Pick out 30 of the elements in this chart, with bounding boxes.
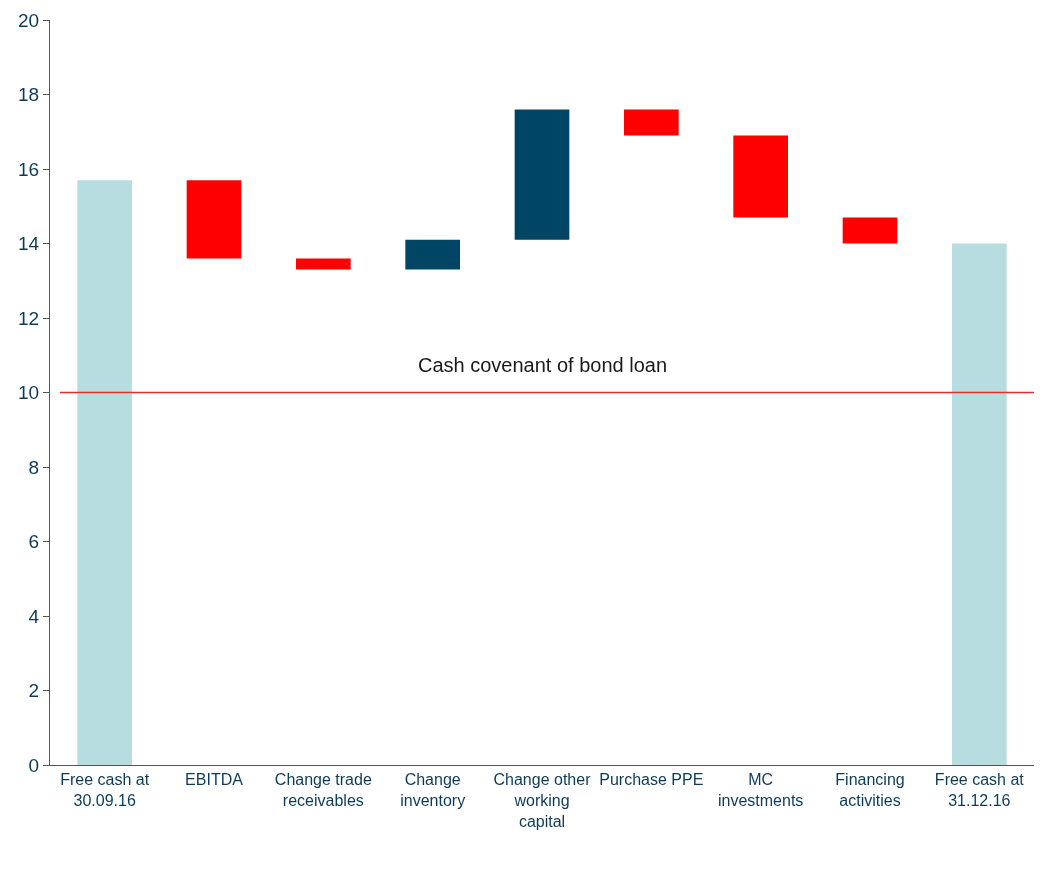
x-tick-label: MC investments bbox=[717, 771, 804, 809]
bar bbox=[842, 217, 898, 244]
x-tick-label: Free cash at 30.09.16 bbox=[60, 771, 150, 809]
x-tick-label: Change trade receivables bbox=[274, 771, 372, 809]
x-tick-label: EBITDA bbox=[185, 771, 244, 789]
y-tick-label: 8 bbox=[28, 456, 40, 478]
x-tick-label: Change inventory bbox=[400, 771, 466, 809]
y-tick-label: 0 bbox=[28, 754, 40, 776]
ref-line-label: Cash covenant of bond loan bbox=[418, 354, 668, 376]
bar bbox=[405, 239, 460, 270]
y-tick-label: 14 bbox=[18, 233, 40, 255]
y-tick-label: 2 bbox=[28, 680, 40, 702]
y-tick-label: 10 bbox=[18, 382, 40, 404]
y-tick-label: 18 bbox=[18, 84, 40, 106]
bar bbox=[624, 109, 679, 136]
y-tick-label: 16 bbox=[18, 158, 40, 180]
y-tick-label: 6 bbox=[28, 531, 40, 553]
bar bbox=[514, 109, 570, 240]
x-tick-label: Change other working capital bbox=[493, 771, 592, 830]
bar bbox=[952, 243, 1007, 765]
x-tick-label: Free cash at 31.12.16 bbox=[934, 771, 1025, 809]
x-tick-label: Purchase PPE bbox=[599, 771, 704, 789]
bar bbox=[296, 258, 351, 270]
bar bbox=[186, 180, 242, 259]
x-tick-label: Financing activities bbox=[835, 771, 905, 809]
bar bbox=[77, 180, 132, 765]
bar bbox=[733, 135, 788, 218]
y-tick-label: 12 bbox=[18, 307, 40, 329]
y-tick-label: 20 bbox=[18, 9, 40, 31]
y-tick-label: 4 bbox=[28, 605, 40, 627]
